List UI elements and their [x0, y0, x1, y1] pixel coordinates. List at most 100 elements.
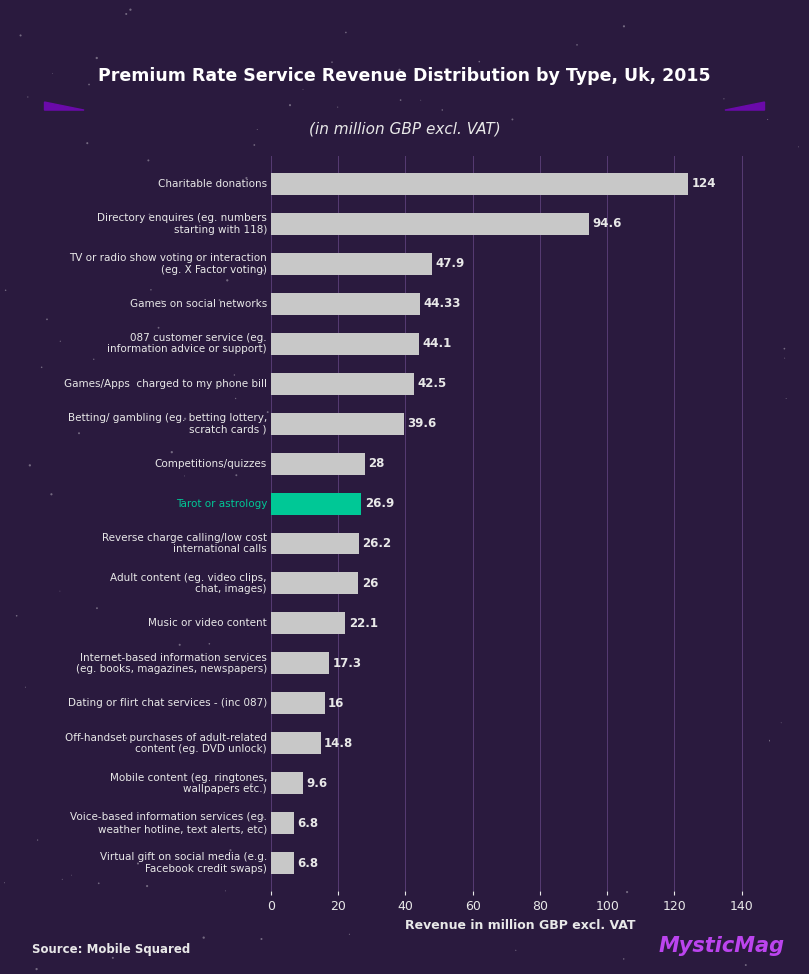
Point — [308, 431, 321, 447]
Point — [339, 477, 352, 493]
Point — [433, 735, 446, 751]
Point — [228, 367, 241, 383]
Point — [565, 708, 578, 724]
Point — [255, 931, 268, 947]
Point — [617, 19, 630, 34]
Point — [23, 458, 36, 473]
Text: MysticMag: MysticMag — [659, 936, 785, 956]
Point — [92, 876, 105, 891]
Point — [780, 391, 793, 406]
Point — [19, 680, 32, 695]
Point — [246, 259, 259, 275]
Text: Source: Mobile Squared: Source: Mobile Squared — [32, 944, 191, 956]
Point — [618, 325, 631, 341]
Text: 44.1: 44.1 — [422, 337, 452, 351]
Point — [716, 617, 729, 632]
Point — [83, 77, 95, 93]
Point — [477, 376, 490, 392]
Point — [256, 809, 269, 825]
Point — [221, 273, 234, 288]
Point — [775, 715, 788, 730]
Text: 22.1: 22.1 — [349, 617, 378, 630]
Point — [237, 616, 250, 631]
Point — [124, 2, 137, 18]
Point — [570, 37, 583, 53]
Point — [489, 306, 502, 321]
Point — [0, 875, 11, 890]
Point — [108, 650, 121, 665]
Point — [642, 240, 655, 255]
Point — [375, 794, 388, 809]
Point — [197, 930, 210, 946]
Point — [46, 65, 59, 81]
Text: 14.8: 14.8 — [324, 737, 354, 750]
Point — [343, 926, 356, 942]
Text: 26.2: 26.2 — [362, 537, 392, 550]
Point — [621, 884, 633, 900]
Point — [288, 687, 301, 702]
Point — [282, 748, 295, 764]
Text: Voice-based information services (eg.
weather hotline, text alerts, etc): Voice-based information services (eg. we… — [70, 812, 267, 834]
Text: 17.3: 17.3 — [332, 656, 362, 670]
Point — [718, 177, 731, 193]
Point — [261, 404, 274, 420]
Point — [763, 732, 776, 748]
Point — [430, 680, 443, 695]
Point — [65, 868, 78, 883]
Point — [417, 549, 430, 565]
Text: Dating or flirt chat services - (inc 087): Dating or flirt chat services - (inc 087… — [68, 698, 267, 708]
Point — [56, 872, 69, 887]
Point — [35, 359, 48, 375]
Point — [21, 90, 34, 105]
Point — [409, 589, 422, 605]
Point — [213, 292, 226, 308]
Text: 26: 26 — [362, 577, 378, 590]
Point — [414, 93, 427, 108]
Text: (in million GBP excl. VAT): (in million GBP excl. VAT) — [308, 121, 501, 136]
Point — [340, 24, 353, 40]
Point — [251, 122, 264, 137]
Point — [487, 216, 500, 232]
Text: Betting/ gambling (eg. betting lottery,
scratch cards ): Betting/ gambling (eg. betting lottery, … — [68, 413, 267, 434]
Text: Charitable donations: Charitable donations — [158, 179, 267, 189]
Bar — [271, 693, 324, 714]
Point — [562, 437, 575, 453]
Text: 39.6: 39.6 — [408, 417, 437, 431]
Point — [132, 856, 145, 872]
Point — [547, 450, 560, 466]
Point — [14, 27, 27, 43]
Point — [583, 729, 596, 744]
Point — [413, 512, 426, 528]
Point — [91, 51, 104, 66]
Polygon shape — [44, 102, 84, 110]
Text: Directory enquires (eg. numbers
starting with 118): Directory enquires (eg. numbers starting… — [97, 213, 267, 235]
Bar — [271, 333, 419, 355]
Point — [478, 490, 491, 506]
Point — [690, 333, 703, 349]
Point — [753, 808, 766, 824]
Point — [644, 287, 657, 303]
Point — [31, 832, 44, 847]
Point — [394, 93, 407, 108]
Point — [53, 583, 66, 599]
Polygon shape — [725, 102, 765, 110]
Point — [256, 263, 269, 279]
Text: 42.5: 42.5 — [417, 377, 447, 391]
Point — [283, 97, 296, 113]
Point — [485, 634, 498, 650]
Point — [508, 591, 521, 607]
Text: Internet-based information services
(eg. books, magazines, newspapers): Internet-based information services (eg.… — [76, 653, 267, 674]
Point — [240, 170, 253, 186]
Point — [778, 351, 791, 366]
Point — [778, 341, 791, 356]
Point — [224, 843, 237, 858]
Text: 9.6: 9.6 — [307, 777, 328, 790]
Point — [729, 350, 742, 365]
Text: 6.8: 6.8 — [297, 857, 319, 870]
Point — [248, 137, 260, 153]
Bar — [271, 533, 359, 554]
Text: Tarot or astrology: Tarot or astrology — [176, 499, 267, 508]
Point — [756, 403, 769, 419]
Text: 44.33: 44.33 — [423, 297, 461, 310]
Point — [155, 293, 168, 309]
